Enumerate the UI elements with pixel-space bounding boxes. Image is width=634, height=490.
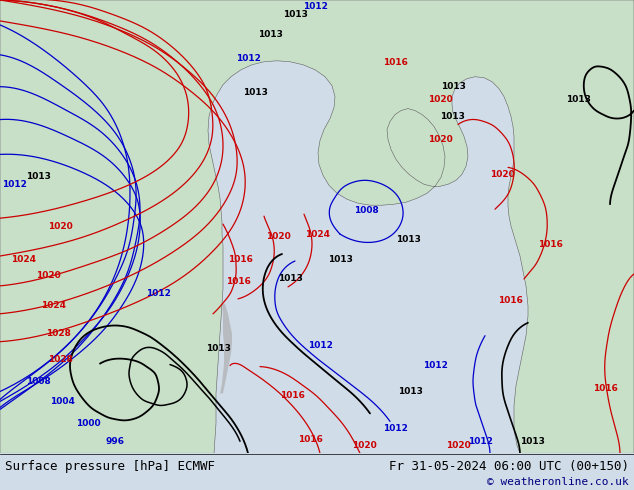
Text: 1013: 1013: [566, 95, 590, 104]
Text: 1024: 1024: [306, 230, 330, 239]
Text: 1028: 1028: [46, 329, 70, 338]
Text: 1012: 1012: [236, 54, 261, 63]
Text: 1013: 1013: [439, 112, 465, 121]
Polygon shape: [0, 0, 634, 453]
Text: 1020: 1020: [427, 95, 453, 104]
Text: 1013: 1013: [257, 30, 282, 39]
Text: 1016: 1016: [228, 254, 252, 264]
Text: 1013: 1013: [278, 274, 302, 283]
Text: 1012: 1012: [423, 361, 448, 370]
Text: 1016: 1016: [280, 391, 304, 400]
Text: 996: 996: [105, 437, 124, 446]
Text: 1013: 1013: [283, 10, 307, 20]
Text: 1024: 1024: [41, 301, 67, 310]
Text: Fr 31-05-2024 06:00 UTC (00+150): Fr 31-05-2024 06:00 UTC (00+150): [389, 460, 629, 473]
Text: 1000: 1000: [75, 419, 100, 428]
Text: 1013: 1013: [243, 88, 268, 97]
Text: 1020: 1020: [48, 221, 72, 231]
Text: 1012: 1012: [467, 437, 493, 446]
Text: 1028: 1028: [48, 355, 72, 364]
Text: 1016: 1016: [593, 384, 618, 393]
Text: 1013: 1013: [205, 344, 230, 353]
Text: 1020: 1020: [266, 232, 290, 241]
Text: 1008: 1008: [25, 377, 50, 386]
Text: 1016: 1016: [226, 277, 250, 287]
Text: 1004: 1004: [49, 397, 74, 406]
Text: 1012: 1012: [146, 290, 171, 298]
Text: 1020: 1020: [489, 170, 514, 179]
Text: 1016: 1016: [538, 240, 562, 248]
Text: 1024: 1024: [11, 254, 37, 264]
Text: 1013: 1013: [519, 437, 545, 446]
Text: 1013: 1013: [398, 387, 422, 396]
Text: 1013: 1013: [328, 254, 353, 264]
Polygon shape: [220, 304, 232, 393]
Text: 1008: 1008: [354, 206, 378, 215]
Text: 1012: 1012: [307, 341, 332, 350]
Text: 1020: 1020: [427, 135, 453, 144]
Text: Surface pressure [hPa] ECMWF: Surface pressure [hPa] ECMWF: [5, 460, 215, 473]
Text: 1012: 1012: [302, 2, 327, 11]
Text: 1013: 1013: [25, 172, 51, 181]
Text: 1013: 1013: [396, 235, 420, 244]
Text: © weatheronline.co.uk: © weatheronline.co.uk: [488, 477, 629, 487]
Text: 1012: 1012: [382, 424, 408, 433]
Text: 1020: 1020: [352, 441, 377, 450]
Text: 1012: 1012: [1, 180, 27, 189]
Text: 1020: 1020: [446, 441, 470, 450]
Text: 1013: 1013: [441, 82, 465, 91]
Text: 1020: 1020: [36, 271, 60, 280]
Text: 1016: 1016: [382, 58, 408, 67]
Text: 1016: 1016: [498, 296, 522, 305]
Text: 1016: 1016: [297, 435, 323, 444]
